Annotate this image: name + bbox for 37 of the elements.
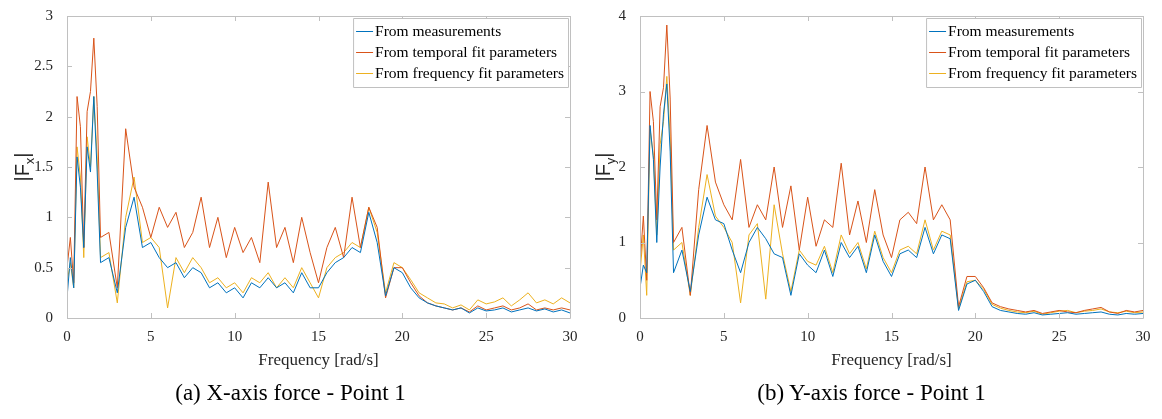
y-tick-label: 2 bbox=[618, 157, 626, 174]
x-axis-title: Frequency [rad/s] bbox=[831, 350, 952, 370]
legend-label: From temporal fit parameters bbox=[375, 42, 558, 60]
x-tick-label: 0 bbox=[63, 327, 71, 344]
x-tick-label: 10 bbox=[800, 327, 816, 344]
x-tick-label: 0 bbox=[636, 327, 644, 344]
y-tick-label: 3 bbox=[45, 6, 53, 23]
y-axis-title: |Fy| bbox=[592, 152, 618, 182]
x-tick-label: 15 bbox=[884, 327, 899, 344]
x-tick-label: 20 bbox=[394, 327, 410, 344]
text: (a) X-axis force - Point 1 bbox=[174, 380, 407, 406]
x-tick-label: 5 bbox=[147, 327, 155, 344]
x-tick-label: 20 bbox=[967, 327, 983, 344]
y-tick-label: 2 bbox=[45, 107, 53, 124]
x-tick-label: 10 bbox=[227, 327, 243, 344]
x-tick-label: 5 bbox=[720, 327, 728, 344]
y-tick-label: 3 bbox=[618, 82, 626, 99]
legend-label: From frequency fit parameters bbox=[375, 63, 564, 81]
x-axis-title: Frequency [rad/s] bbox=[258, 350, 379, 370]
x-tick-label: 30 bbox=[562, 327, 578, 344]
y-tick-label: 0 bbox=[618, 308, 626, 325]
text: (b) Y-axis force - Point 1 bbox=[756, 380, 987, 406]
y-tick-label: 1 bbox=[45, 208, 53, 225]
y-tick-label: 1.5 bbox=[34, 157, 53, 174]
y-tick-label: 0 bbox=[45, 308, 53, 325]
y-tick-label: 4 bbox=[618, 6, 627, 23]
legend-label: From measurements bbox=[948, 21, 1075, 39]
y-tick-label: 1 bbox=[618, 233, 626, 250]
legend-label: From measurements bbox=[375, 21, 502, 39]
legend-label: From frequency fit parameters bbox=[948, 63, 1137, 81]
legend-label: From temporal fit parameters bbox=[948, 42, 1131, 60]
y-tick-label: 0.5 bbox=[34, 258, 53, 275]
y-tick-label: 2.5 bbox=[34, 57, 53, 74]
x-tick-label: 25 bbox=[1051, 327, 1067, 344]
x-tick-label: 25 bbox=[478, 327, 494, 344]
x-tick-label: 15 bbox=[311, 327, 326, 344]
x-tick-label: 30 bbox=[1135, 327, 1151, 344]
